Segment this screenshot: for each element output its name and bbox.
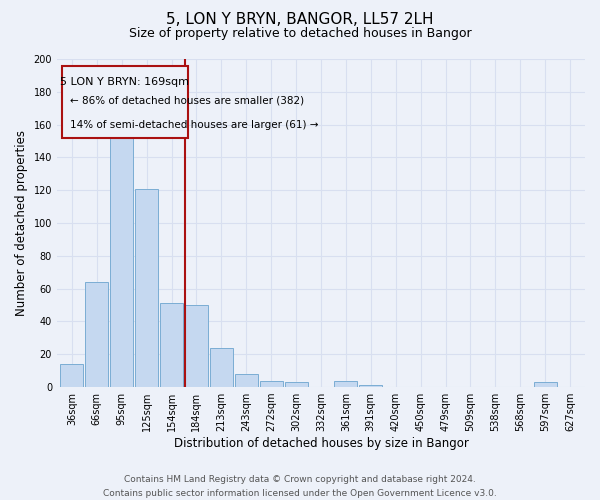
Bar <box>110 136 133 387</box>
Text: ← 86% of detached houses are smaller (382): ← 86% of detached houses are smaller (38… <box>70 95 304 105</box>
Bar <box>85 282 108 387</box>
Text: Contains HM Land Registry data © Crown copyright and database right 2024.
Contai: Contains HM Land Registry data © Crown c… <box>103 476 497 498</box>
Text: 14% of semi-detached houses are larger (61) →: 14% of semi-detached houses are larger (… <box>70 120 319 130</box>
Y-axis label: Number of detached properties: Number of detached properties <box>15 130 28 316</box>
Bar <box>135 188 158 387</box>
Bar <box>334 380 358 387</box>
Bar <box>61 364 83 387</box>
Bar <box>359 386 382 387</box>
X-axis label: Distribution of detached houses by size in Bangor: Distribution of detached houses by size … <box>173 437 469 450</box>
Text: Size of property relative to detached houses in Bangor: Size of property relative to detached ho… <box>128 28 472 40</box>
Bar <box>533 382 557 387</box>
Bar <box>235 374 257 387</box>
Bar <box>260 380 283 387</box>
FancyBboxPatch shape <box>62 66 188 138</box>
Bar <box>160 304 183 387</box>
Text: 5 LON Y BRYN: 169sqm: 5 LON Y BRYN: 169sqm <box>61 77 190 87</box>
Bar <box>284 382 308 387</box>
Text: 5, LON Y BRYN, BANGOR, LL57 2LH: 5, LON Y BRYN, BANGOR, LL57 2LH <box>166 12 434 28</box>
Bar <box>185 305 208 387</box>
Bar <box>210 348 233 387</box>
